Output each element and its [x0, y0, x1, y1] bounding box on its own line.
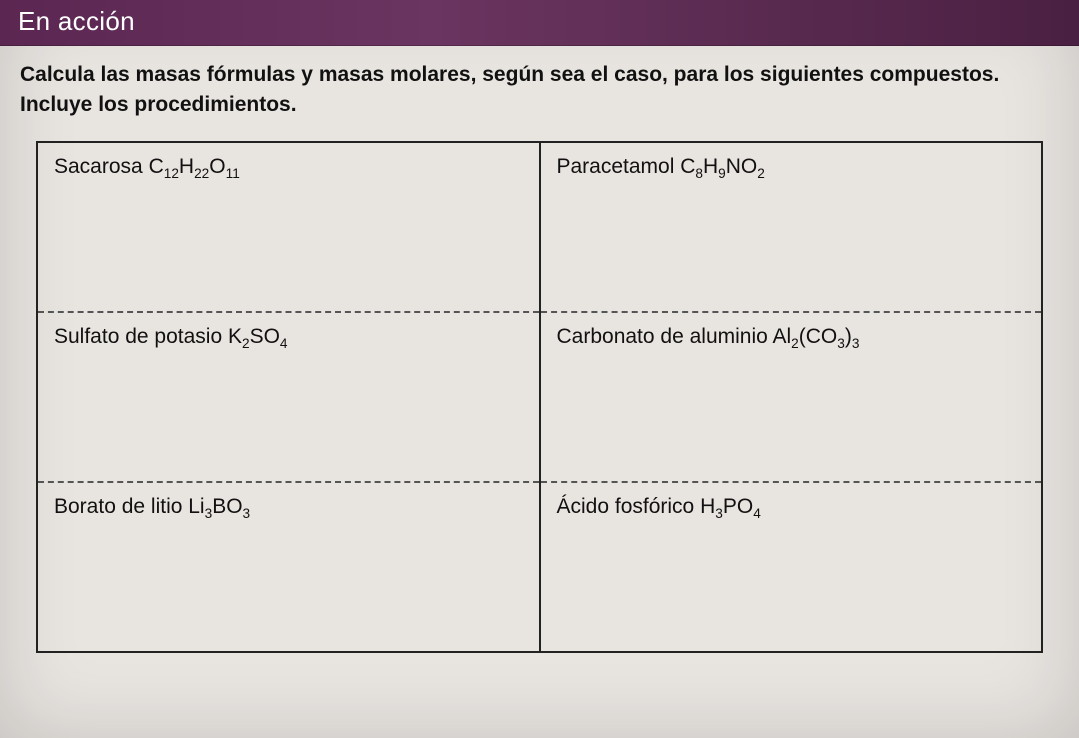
cell-sulfato-potasio: Sulfato de potasio K2SO4	[37, 312, 540, 482]
compound-formula: K2SO4	[228, 325, 288, 348]
compound-formula: Al2(CO3)3	[772, 325, 859, 348]
compound-formula: C8H9NO2	[680, 155, 765, 178]
compound-name: Sulfato de potasio	[54, 325, 228, 348]
instructions-line2: Incluye los procedimientos.	[20, 90, 1059, 120]
cell-acido-fosforico: Ácido fosfórico H3PO4	[540, 482, 1043, 652]
cell-paracetamol: Paracetamol C8H9NO2	[540, 142, 1043, 312]
compounds-table-wrap: Sacarosa C12H22O11 Paracetamol C8H9NO2 S…	[0, 131, 1079, 673]
instructions-text: Calcula las masas fórmulas y masas molar…	[0, 46, 1079, 131]
compound-name: Paracetamol	[557, 155, 681, 178]
compound-name: Ácido fosfórico	[557, 495, 701, 518]
section-header: En acción	[0, 0, 1079, 46]
section-header-title: En acción	[18, 6, 135, 36]
compound-name: Sacarosa	[54, 155, 149, 178]
cell-carbonato-aluminio: Carbonato de aluminio Al2(CO3)3	[540, 312, 1043, 482]
instructions-line1: Calcula las masas fórmulas y masas molar…	[20, 63, 999, 86]
compound-formula: H3PO4	[700, 495, 761, 518]
compounds-table: Sacarosa C12H22O11 Paracetamol C8H9NO2 S…	[36, 141, 1043, 653]
cell-borato-litio: Borato de litio Li3BO3	[37, 482, 540, 652]
compound-formula: C12H22O11	[149, 155, 240, 178]
exercise-page: En acción Calcula las masas fórmulas y m…	[0, 0, 1079, 738]
cell-sacarosa: Sacarosa C12H22O11	[37, 142, 540, 312]
compound-formula: Li3BO3	[188, 495, 250, 518]
compound-name: Carbonato de aluminio	[557, 325, 773, 348]
compound-name: Borato de litio	[54, 495, 188, 518]
